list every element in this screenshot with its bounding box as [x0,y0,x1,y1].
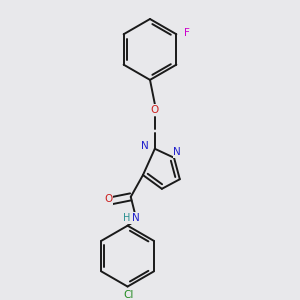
Text: N: N [173,147,181,157]
Text: O: O [151,105,159,115]
Text: N: N [132,213,140,223]
Text: F: F [184,28,190,38]
Text: Cl: Cl [123,290,134,300]
Text: N: N [141,141,149,151]
Text: O: O [104,194,112,204]
Text: H: H [123,213,130,223]
